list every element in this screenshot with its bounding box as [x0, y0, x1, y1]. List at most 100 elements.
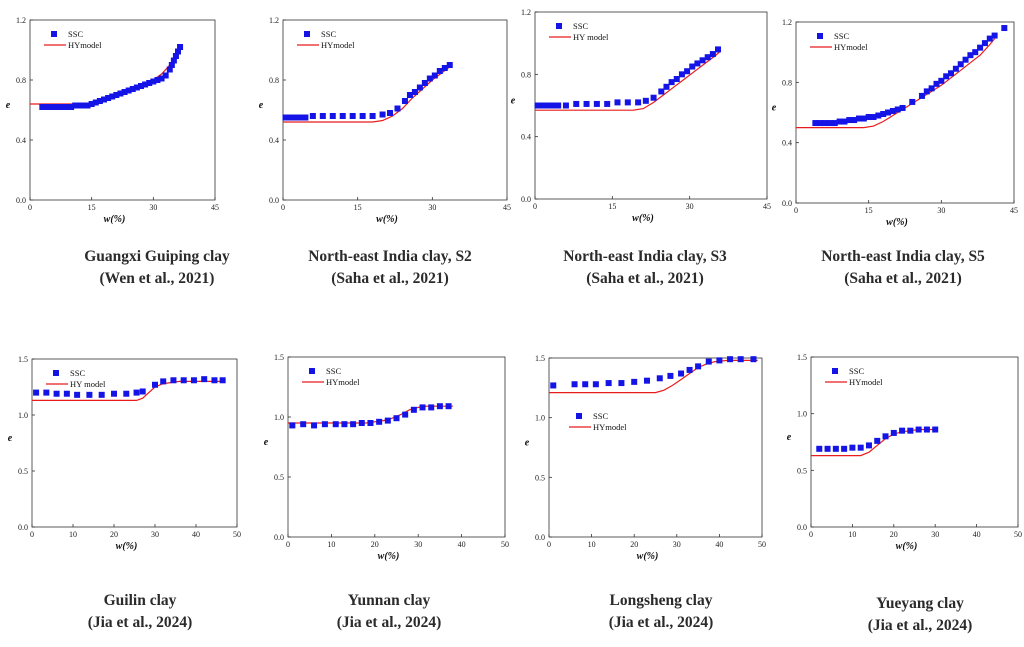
ssc-point — [426, 75, 433, 82]
ssc-point — [311, 422, 318, 429]
legend-ssc-label: SSC — [68, 29, 83, 39]
ssc-point — [175, 48, 181, 55]
ssc-point — [359, 113, 366, 119]
x-axis-label: w(%) — [376, 214, 398, 225]
y-axis-label: e — [525, 438, 530, 449]
ssc-point — [841, 445, 848, 452]
legend-ssc-label: SSC — [849, 366, 864, 376]
x-tick-label: 0 — [281, 203, 285, 212]
ssc-point — [855, 115, 862, 122]
ssc-point — [152, 381, 158, 388]
x-tick-label: 15 — [354, 203, 362, 212]
ssc-point — [74, 391, 81, 398]
y-tick-label: 1.5 — [18, 355, 28, 364]
legend-model-label: HYmodel — [326, 377, 360, 387]
x-tick-label: 20 — [110, 530, 118, 539]
ssc-point — [832, 445, 839, 452]
x-axis-label: w(%) — [632, 213, 654, 224]
ssc-point — [302, 114, 309, 121]
y-tick-label: 0.4 — [269, 136, 279, 145]
ssc-point — [544, 102, 551, 109]
x-tick-label: 50 — [758, 540, 766, 549]
legend-model-label: HYmodel — [849, 377, 883, 387]
y-axis-label: e — [787, 432, 792, 443]
ssc-point — [593, 100, 600, 107]
legend-ssc-marker — [817, 33, 823, 39]
ssc-point — [367, 420, 374, 426]
legend-ssc-marker — [832, 368, 838, 374]
x-tick-label: 30 — [937, 206, 945, 215]
ssc-point — [51, 104, 58, 110]
x-tick-label: 15 — [608, 202, 616, 211]
x-tick-label: 40 — [715, 540, 723, 549]
ssc-point — [406, 92, 413, 98]
x-tick-label: 40 — [973, 530, 981, 539]
ssc-point — [673, 76, 680, 83]
x-tick-label: 20 — [890, 530, 898, 539]
caption-title: Yueyang clay — [876, 595, 964, 612]
caption-source: (Saha et al., 2021) — [331, 270, 449, 287]
legend-ssc-marker — [556, 23, 562, 29]
x-tick-label: 0 — [28, 203, 32, 212]
y-axis-label: e — [259, 100, 264, 111]
x-tick-label: 45 — [1010, 206, 1018, 215]
ssc-point — [146, 80, 153, 86]
ssc-point — [33, 389, 40, 396]
legend-ssc-label: SSC — [593, 411, 608, 421]
ssc-point — [436, 68, 443, 74]
ssc-point — [663, 83, 670, 90]
plot-frame — [810, 356, 1019, 528]
chart-caption-4: North-east India clay, S5 (Saha et al., … — [783, 246, 1023, 290]
ssc-point — [865, 442, 872, 449]
x-tick-label: 15 — [88, 203, 96, 212]
ssc-point — [84, 102, 91, 109]
ssc-point — [160, 378, 167, 385]
ssc-point — [98, 391, 105, 398]
ssc-point — [55, 104, 62, 110]
ssc-point — [650, 94, 657, 101]
ssc-point — [180, 377, 187, 384]
x-tick-label: 45 — [503, 203, 511, 212]
ssc-point — [177, 44, 184, 50]
y-tick-label: 0.0 — [797, 523, 807, 532]
ssc-point — [379, 111, 386, 118]
x-tick-label: 10 — [327, 540, 335, 549]
y-tick-label: 0.0 — [535, 533, 545, 542]
ssc-point — [410, 406, 417, 413]
legend-ssc-label: SSC — [326, 366, 341, 376]
ssc-point — [201, 376, 208, 383]
ssc-point — [534, 102, 541, 109]
ssc-point — [846, 117, 853, 124]
ssc-point — [709, 51, 716, 58]
ssc-point — [977, 44, 984, 51]
ssc-point — [53, 390, 60, 397]
ssc-point — [894, 106, 901, 113]
ssc-point — [401, 98, 408, 104]
y-tick-label: 1.5 — [797, 353, 807, 362]
y-axis-label: e — [264, 437, 269, 448]
ssc-point — [219, 377, 226, 384]
ssc-point — [411, 89, 418, 95]
x-axis-label: w(%) — [886, 217, 908, 228]
ssc-point — [849, 444, 856, 451]
ssc-point — [695, 363, 702, 370]
y-tick-label: 1.2 — [269, 16, 279, 25]
ssc-point — [817, 120, 824, 127]
ssc-point — [329, 113, 336, 119]
ssc-point — [72, 102, 79, 109]
x-axis-label: w(%) — [896, 541, 918, 552]
ssc-point — [885, 109, 892, 116]
x-tick-label: 10 — [848, 530, 856, 539]
ssc-point — [168, 62, 175, 68]
x-tick-label: 40 — [458, 540, 466, 549]
y-tick-label: 0.0 — [274, 533, 284, 542]
chart-caption-2: North-east India clay, S2 (Saha et al., … — [270, 246, 510, 290]
ssc-point — [59, 104, 66, 110]
chart-caption-6: Yunnan clay (Jia et al., 2024) — [269, 590, 509, 634]
ssc-point — [642, 97, 649, 104]
y-tick-label: 0.5 — [535, 473, 545, 482]
ssc-point — [874, 437, 881, 444]
ssc-point — [962, 56, 969, 63]
